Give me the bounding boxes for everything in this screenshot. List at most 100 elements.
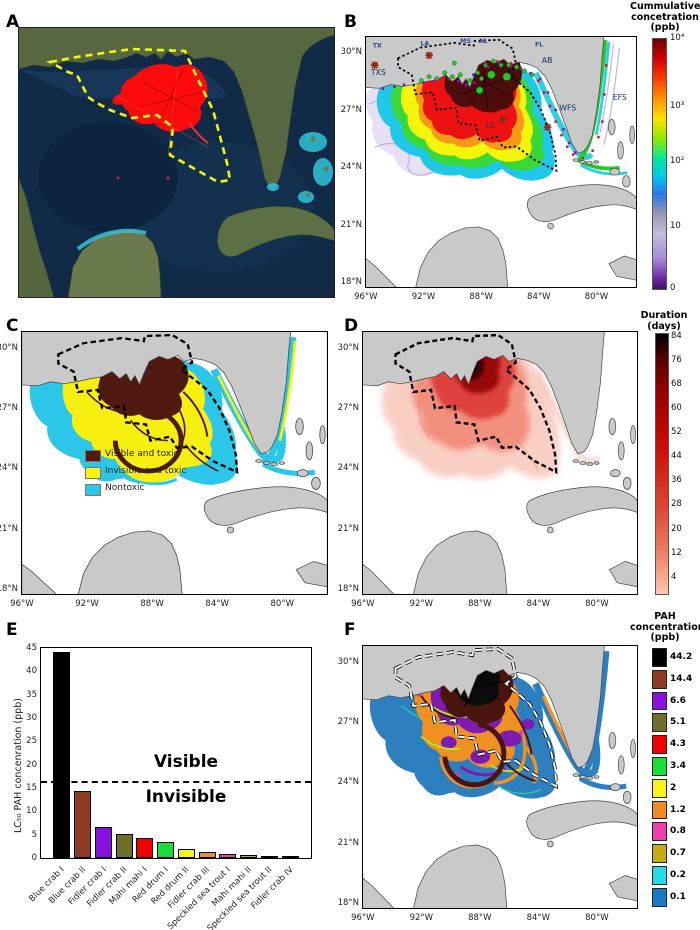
lat-tick-label: 24°N xyxy=(0,463,18,474)
colorbar-f-block-label: 6.6 xyxy=(670,695,686,706)
panel-f-label: F xyxy=(344,620,356,640)
panel-c-label: C xyxy=(6,316,19,336)
region-label-wfs: WFS xyxy=(559,104,576,113)
panel-c-legend: Visible and toxic Invisible and toxic Nont… xyxy=(85,449,235,503)
lon-tick-label: 88°W xyxy=(469,292,493,302)
panel-e-ytick: 40 xyxy=(26,666,37,677)
lon-tick-label: 84°W xyxy=(526,913,551,923)
colorbar-d-tick: 84 xyxy=(671,331,682,342)
panel-e-bar xyxy=(177,848,195,858)
colorbar-b-tick: 10⁴ xyxy=(670,33,685,43)
lon-tick-label: 80°W xyxy=(585,599,609,609)
colorbar-f-block-label: 3.4 xyxy=(670,761,686,771)
legend-row: Invisible and toxic xyxy=(85,466,235,479)
state-labels-b: TX LA MS AL FL xyxy=(373,38,544,50)
region-label-efs: EFS xyxy=(613,93,627,102)
lon-tick-label: 88°W xyxy=(468,913,492,923)
land-a xyxy=(18,27,335,298)
panel-e-ytick: 25 xyxy=(26,736,37,747)
panel-e-ylabel: LC₅₀ PAH concenration (ppb) xyxy=(13,698,24,833)
lon-tick-label: 96°W xyxy=(351,599,375,609)
panel-e-bar xyxy=(136,837,154,858)
panel-e-bar xyxy=(198,852,216,858)
colorbar-f-block xyxy=(652,691,667,711)
lat-tick-label: 30°N xyxy=(0,342,18,353)
panel-d-map: 30°N 27°N 24°N 21°N 18°N 96°W 92°W 88°W 84°W 80°W xyxy=(338,331,638,609)
lat-tick-label: 18°N xyxy=(337,583,359,594)
wellhead-marker-b xyxy=(472,73,476,77)
colorbar-f-block xyxy=(652,778,667,798)
panel-e-bar xyxy=(281,856,299,858)
lat-tick-label: 21°N xyxy=(0,523,18,534)
colorbar-f: 44.2 14.4 6.6 5.1 4.3 3.4 2 1.2 0.8 0.7 0.2 0.1 xyxy=(652,648,700,910)
colorbar-d-tick: 20 xyxy=(671,523,682,534)
lat-tick-label: 30°N xyxy=(337,342,359,353)
annotation-visible: Visible xyxy=(153,752,219,772)
shallow-banks-a xyxy=(267,132,333,203)
colorbar-f-block xyxy=(652,757,667,776)
colorbar-f-block-label: 0.1 xyxy=(670,891,686,902)
panel-e-bar xyxy=(94,827,112,858)
lat-tick-label: 30°N xyxy=(337,656,359,667)
lat-tick-label: 18°N xyxy=(337,897,359,908)
legend-swatch xyxy=(85,467,101,479)
legend-label: Visible and toxic xyxy=(105,449,179,459)
panel-a-satellite-map xyxy=(18,27,335,298)
panel-c-map-svg xyxy=(21,331,328,595)
panel-b-map: TX LA MS AL FL TXS LC AB WFS EFS 30°N 27°… xyxy=(341,36,637,302)
colorbar-f-block-label: 0.7 xyxy=(670,848,686,859)
sighting-markers-purple xyxy=(381,62,577,154)
colorbar-f-block xyxy=(652,887,667,907)
plume-f xyxy=(369,650,627,799)
colorbar-b-tick: 10 xyxy=(670,220,681,231)
colorbar-d-tick: 68 xyxy=(671,379,682,390)
panel-e-label: E xyxy=(6,620,18,640)
panel-e-ytick: 0 xyxy=(31,853,37,863)
lon-tick-label: 88°W xyxy=(140,599,164,609)
lon-tick-label: 96°W xyxy=(10,599,34,609)
colorbar-d xyxy=(655,333,669,595)
region-label-ab: AB xyxy=(542,56,553,65)
lat-tick-label: 21°N xyxy=(337,837,359,848)
colorbar-f-title: PAH concentration (ppb) xyxy=(630,611,700,644)
colorbar-d-tick: 44 xyxy=(671,451,682,462)
legend-label: Invisible and toxic xyxy=(105,466,187,476)
colorbar-b-title: Cummulative concetration (ppb) xyxy=(630,1,700,34)
state-label-fl: FL xyxy=(535,42,543,49)
colorbar-b-title-line1: Cummulative xyxy=(630,1,700,12)
colorbar-f-block xyxy=(652,648,667,667)
panel-e-bar xyxy=(115,834,133,858)
legend-swatch xyxy=(85,450,101,462)
sighting-markers-green xyxy=(418,58,535,94)
annotation-invisible: Invisible xyxy=(145,787,227,807)
legend-label: Nontoxic xyxy=(105,483,145,493)
colorbar-f-block xyxy=(652,822,667,842)
panel-e-threshold-line xyxy=(41,781,311,783)
colorbar-d-title-line2: (days) xyxy=(647,320,681,332)
panel-e-bar xyxy=(157,842,175,858)
colorbar-f-block-label: 1.2 xyxy=(670,804,686,815)
lon-tick-label: 92°W xyxy=(409,913,434,923)
colorbar-f-title-line3: (ppb) xyxy=(650,632,680,643)
lat-tick-label: 27°N xyxy=(337,717,359,728)
panel-a-label: A xyxy=(6,12,20,32)
colorbar-d-tick: 60 xyxy=(671,403,682,414)
lon-tick-label: 84°W xyxy=(527,292,551,302)
colorbar-d-tick: 4 xyxy=(671,571,677,582)
colorbar-f-block-label: 4.3 xyxy=(670,739,686,750)
colorbar-b-title-line2: concetration xyxy=(631,11,699,23)
lat-tick-label: 27°N xyxy=(337,403,359,414)
lon-tick-label: 92°W xyxy=(75,599,99,609)
panel-e-ytick: 45 xyxy=(26,643,37,653)
panel-e-bar xyxy=(240,854,258,858)
lon-tick-label: 80°W xyxy=(585,913,609,923)
panel-e-ytick: 10 xyxy=(26,806,37,817)
panel-f-map: 30°N 27°N 24°N 21°N 18°N 96°W 92°W 88°W 84°W 80°W xyxy=(338,645,638,923)
colorbar-f-block xyxy=(652,866,667,885)
lon-tick-label: 92°W xyxy=(409,599,434,609)
panel-b-map-svg: TX LA MS AL FL TXS LC AB WFS EFS xyxy=(365,36,637,288)
sighting-markers-red xyxy=(484,60,608,160)
lat-tick-label: 30°N xyxy=(340,47,362,58)
colorbar-f-title-line2: concentration xyxy=(630,621,700,633)
